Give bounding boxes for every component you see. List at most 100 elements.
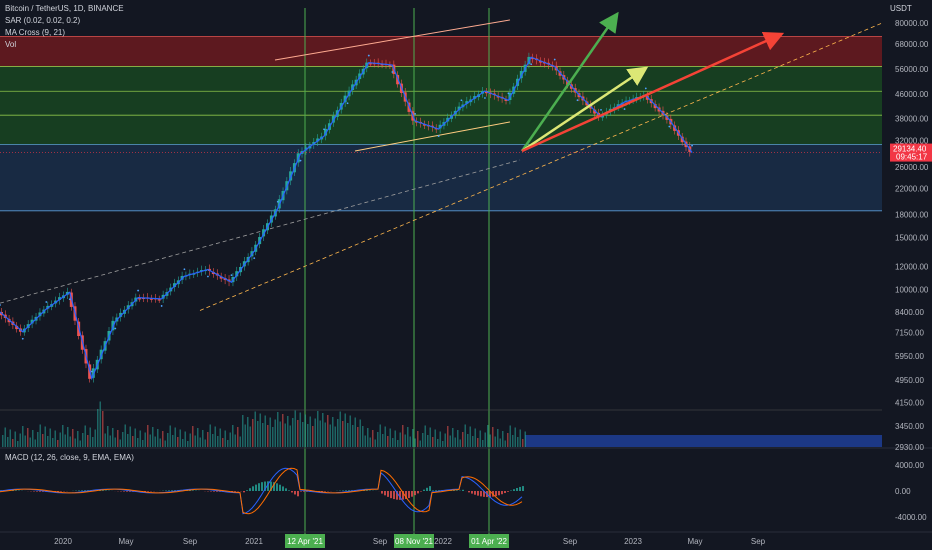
volume-bar	[72, 429, 74, 447]
macd-histogram-bar	[252, 486, 254, 491]
macd-histogram-bar	[189, 490, 191, 491]
volume-bar	[129, 426, 131, 447]
volume-bar	[434, 429, 436, 447]
sar-dot	[90, 370, 93, 373]
volume-bar	[364, 435, 366, 447]
candle-body	[504, 99, 508, 101]
macd-histogram-bar	[402, 491, 404, 500]
candle-body	[635, 97, 639, 99]
volume-bar	[292, 418, 294, 447]
macd-histogram-bar	[504, 491, 506, 494]
volume-bar	[124, 424, 126, 447]
volume-bar	[37, 432, 39, 447]
volume-bar	[137, 438, 139, 447]
volume-bar	[302, 422, 304, 447]
volume-bar	[479, 430, 481, 447]
indicator-ma-cross[interactable]: MA Cross (9, 21)	[5, 28, 66, 37]
candle-body	[351, 84, 355, 91]
volume-bar	[322, 413, 324, 447]
volume-bar	[472, 436, 474, 447]
volume-bar	[82, 433, 84, 447]
indicator-vol[interactable]: Vol	[5, 40, 17, 49]
volume-bar	[74, 438, 76, 447]
currency-unit: USDT	[890, 4, 912, 13]
volume-bar	[34, 439, 36, 447]
volume-bar	[294, 410, 296, 447]
macd-histogram-bar	[306, 491, 308, 492]
volume-bar	[484, 432, 486, 447]
volume-bar	[119, 439, 121, 447]
volume-bar	[382, 434, 384, 447]
chart-title: Bitcoin / TetherUS, 1D, BINANCE	[5, 4, 124, 13]
volume-bar	[309, 416, 311, 447]
arrow-yellow	[521, 66, 649, 153]
volume-bar	[172, 435, 174, 447]
macd-label[interactable]: MACD (12, 26, close, 9, EMA, EMA)	[5, 453, 134, 462]
sar-dot	[530, 63, 533, 66]
volume-bar	[359, 419, 361, 447]
volume-bar	[257, 421, 259, 447]
macd-histogram-bar	[174, 490, 176, 491]
y-tick-label: 4950.00	[895, 376, 924, 385]
macd-histogram-bar	[345, 490, 347, 491]
zone-zone-4	[0, 115, 882, 145]
volume-bar	[102, 411, 104, 447]
sar-dot	[600, 108, 602, 111]
volume-bar	[437, 439, 439, 447]
volume-bar	[44, 426, 46, 447]
macd-histogram-bar	[405, 491, 407, 500]
volume-bar	[487, 425, 489, 447]
macd-histogram-bar	[57, 491, 59, 492]
macd-histogram-bar	[210, 491, 212, 492]
volume-bar	[139, 430, 141, 447]
volume-bar	[379, 424, 381, 447]
macd-histogram-bar	[300, 491, 302, 492]
x-tick-label: Sep	[373, 537, 388, 546]
macd-histogram-bar	[510, 490, 512, 491]
y-tick-label: 80000.00	[895, 19, 929, 28]
volume-bar	[179, 429, 181, 447]
volume-bar	[424, 425, 426, 447]
volume-zone	[525, 435, 882, 447]
volume-bar	[267, 425, 269, 447]
volume-bar	[212, 434, 214, 447]
macd-histogram-bar	[279, 484, 281, 491]
volume-bar	[362, 426, 364, 447]
macd-histogram-bar	[423, 489, 425, 491]
volume-bar	[497, 429, 499, 447]
sar-dot	[253, 257, 256, 260]
sar-dot	[460, 99, 463, 102]
y-tick-label: 56000.00	[895, 65, 929, 74]
volume-bar	[317, 411, 319, 447]
candle-body	[368, 63, 372, 65]
x-tick-label: Sep	[183, 537, 198, 546]
volume-bar	[39, 424, 41, 447]
macd-histogram-bar	[348, 490, 350, 491]
volume-bar	[332, 417, 334, 447]
candle-body	[138, 298, 142, 300]
ma-line	[0, 56, 693, 381]
indicator-sar[interactable]: SAR (0.02, 0.02, 0.2)	[5, 16, 81, 25]
sar-dot	[160, 305, 163, 307]
candle-body	[30, 319, 34, 324]
volume-bar	[269, 417, 271, 447]
volume-bar	[467, 434, 469, 447]
y-tick-label: 38000.00	[895, 115, 929, 124]
macd-histogram-bar	[234, 491, 236, 492]
volume-bar	[367, 428, 369, 447]
volume-bar	[319, 420, 321, 447]
volume-bar	[14, 431, 16, 447]
volume-bar	[474, 428, 476, 447]
volume-bar	[54, 430, 56, 447]
volume-bar	[17, 441, 19, 447]
x-tick-label: 2021	[245, 537, 263, 546]
volume-bar	[399, 432, 401, 447]
volume-bar	[47, 436, 49, 447]
volume-bar	[522, 439, 524, 447]
macd-histogram-bar	[288, 490, 290, 491]
channel-top	[274, 19, 511, 61]
candle-body	[15, 325, 19, 330]
volume-bar	[184, 431, 186, 447]
volume-bar	[209, 424, 211, 447]
